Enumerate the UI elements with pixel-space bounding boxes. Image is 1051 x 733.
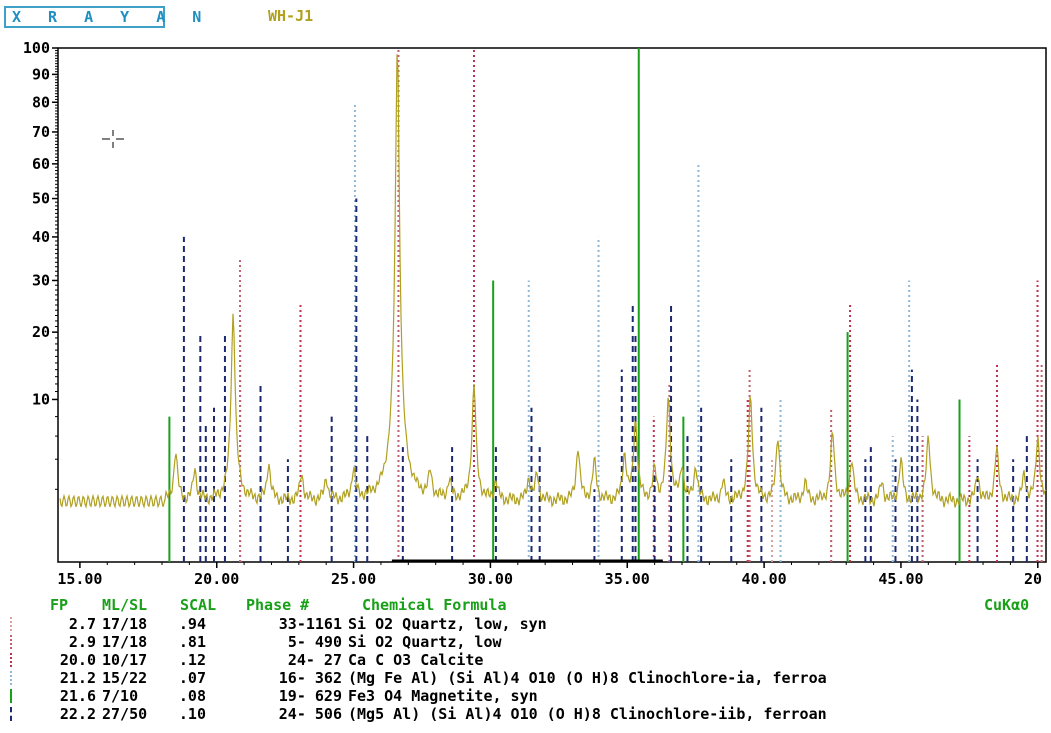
header-scal: SCAL (180, 596, 217, 614)
header-mlsl: ML/SL (102, 596, 148, 614)
x-tick-label: 35.00 (605, 570, 650, 588)
legend-row: 21.6 7/10 .08 19- 629 Fe3 O4 Magnetite, syn (0, 687, 1051, 706)
y-tick-label: 10 (32, 390, 50, 408)
legend-phase: 16- 362 (278, 669, 342, 687)
legend-fp: 21.6 (59, 687, 96, 705)
legend-fp: 2.9 (68, 633, 96, 651)
legend-fp: 20.0 (59, 651, 96, 669)
legend-phase: 24- 506 (278, 705, 342, 723)
legend-scal: .81 (178, 633, 206, 651)
legend-line-marker (10, 707, 12, 721)
header-radiation: CuKα0 (984, 596, 1030, 614)
x-tick-label: 20 (1024, 570, 1042, 588)
legend-formula: Fe3 O4 Magnetite, syn (348, 687, 538, 705)
legend-line-marker (10, 671, 12, 685)
y-tick-label: 90 (32, 65, 50, 83)
legend-scal: .07 (178, 669, 206, 687)
y-tick-label: 50 (32, 190, 50, 208)
app-logo: X R A Y A N (4, 6, 201, 28)
legend-line-marker (10, 653, 12, 667)
cursor-icon (102, 130, 124, 148)
y-tick-label: 40 (32, 228, 50, 246)
diffraction-pattern (59, 54, 1047, 509)
legend-scal: .08 (178, 687, 206, 705)
legend-formula: Si O2 Quartz, low, syn (348, 615, 547, 633)
legend-line-marker (10, 617, 12, 631)
header-formula: Chemical Formula (362, 596, 507, 614)
x-tick-label: 20.00 (194, 570, 239, 588)
legend-fp: 22.2 (59, 705, 96, 723)
legend-scal: .12 (178, 651, 206, 669)
y-tick-label: 80 (32, 93, 50, 111)
legend-phase: 5- 490 (287, 633, 342, 651)
sample-name: WH-J1 (268, 7, 314, 25)
legend-phase: 33-1161 (278, 615, 342, 633)
x-tick-label: 45.00 (878, 570, 923, 588)
legend-mlsl: 10/17 (102, 651, 148, 669)
y-tick-label: 30 (32, 271, 50, 289)
legend-mlsl: 15/22 (102, 669, 148, 687)
legend-mlsl: 7/10 (102, 687, 139, 705)
legend-mlsl: 17/18 (102, 633, 148, 651)
legend-phase: 19- 629 (278, 687, 342, 705)
legend-row: 2.7 17/18 .94 33-1161 Si O2 Quartz, low, syn (0, 615, 1051, 634)
legend-scal: .10 (178, 705, 206, 723)
legend-line-marker (10, 689, 12, 703)
x-tick-label: 25.00 (331, 570, 376, 588)
x-tick-label: 40.00 (742, 570, 787, 588)
x-tick-label: 30.00 (468, 570, 513, 588)
legend-fp: 2.7 (68, 615, 96, 633)
legend-row: 2.9 17/18 .81 5- 490 Si O2 Quartz, low (0, 633, 1051, 652)
legend-fp: 21.2 (59, 669, 96, 687)
legend-line-marker (10, 635, 12, 649)
legend-formula: Ca C O3 Calcite (348, 651, 484, 669)
legend-formula: (Mg Fe Al) (Si Al)4 O10 (O H)8 Clinochlo… (348, 669, 827, 687)
legend-row: 21.2 15/22 .07 16- 362 (Mg Fe Al) (Si Al)4 O… (0, 669, 1051, 688)
y-tick-label: 70 (32, 123, 50, 141)
header-phase: Phase # (246, 596, 310, 614)
x-tick-label: 15.00 (57, 570, 102, 588)
y-tick-label: 100 (23, 39, 50, 57)
y-tick-label: 20 (32, 323, 50, 341)
xrd-chart[interactable]: 10 20 30 40 50 60 70 80 90 100 15.00 20.00 25.00 30.0… (0, 30, 1051, 596)
legend-mlsl: 27/50 (102, 705, 148, 723)
header-fp: FP (50, 596, 69, 614)
legend-row: 20.0 10/17 .12 24- 27 Ca C O3 Calcite (0, 651, 1051, 670)
legend-formula: (Mg5 Al) (Si Al)4 O10 (O H)8 Clinochlore… (348, 705, 827, 723)
legend-formula: Si O2 Quartz, low (348, 633, 502, 651)
y-tick-label: 60 (32, 155, 50, 173)
legend-scal: .94 (178, 615, 206, 633)
legend-mlsl: 17/18 (102, 615, 148, 633)
legend-phase: 24- 27 (287, 651, 342, 669)
legend-row: 22.2 27/50 .10 24- 506 (Mg5 Al) (Si Al)4 O10… (0, 705, 1051, 724)
